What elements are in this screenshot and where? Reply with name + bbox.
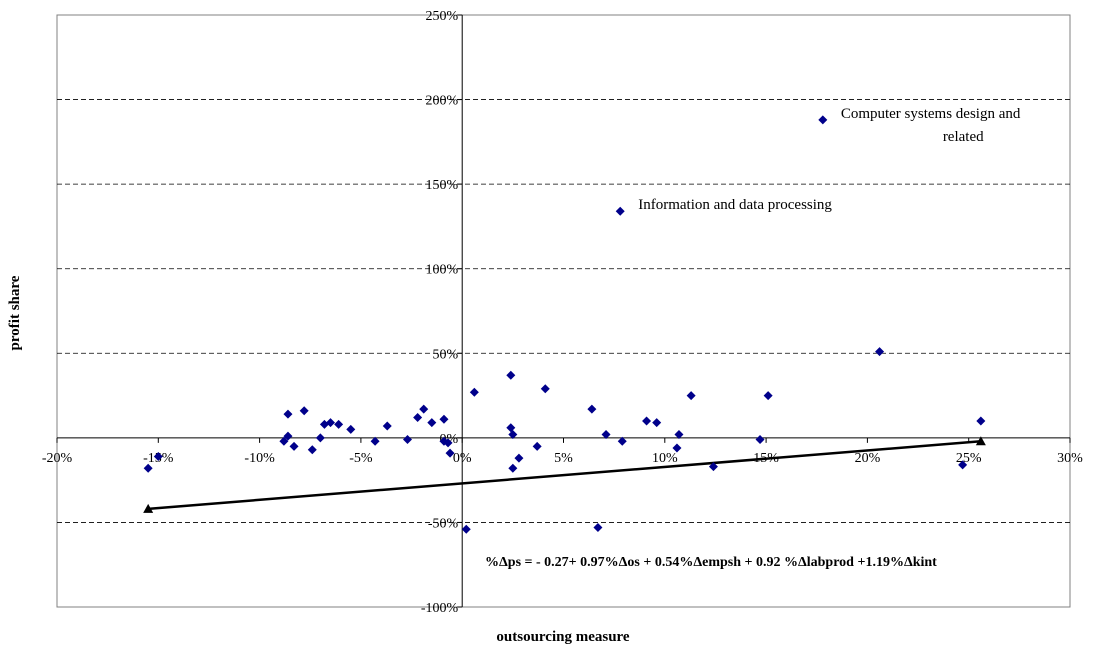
x-axis-title: outsourcing measure	[496, 629, 630, 645]
data-point	[593, 523, 603, 533]
x-tick-label: -5%	[349, 451, 373, 466]
y-tick-label: -100%	[421, 601, 459, 616]
data-point	[508, 429, 518, 439]
x-tick-label: 0%	[453, 451, 472, 466]
trendline-endpoint	[143, 503, 154, 513]
data-point	[326, 418, 336, 428]
plot-area	[56, 14, 1071, 608]
data-point	[601, 429, 611, 439]
data-point	[402, 435, 412, 445]
data-point	[299, 406, 309, 416]
x-tick-label: -20%	[42, 451, 73, 466]
point-annotation-label: related	[943, 129, 984, 145]
data-point	[506, 370, 516, 380]
data-point	[382, 421, 392, 431]
data-point	[283, 409, 293, 419]
data-point	[763, 391, 773, 401]
data-point	[514, 453, 524, 463]
x-tick-label: 5%	[554, 451, 573, 466]
y-tick-labels: -100%-50%0%50%100%150%200%250%	[421, 9, 459, 616]
data-point	[818, 115, 828, 125]
data-point	[958, 460, 968, 470]
data-point	[439, 436, 449, 446]
trendline-segment	[148, 439, 981, 511]
data-point	[370, 436, 380, 446]
data-point	[307, 445, 317, 455]
y-axis-title: profit share	[7, 275, 23, 350]
data-point	[469, 387, 479, 397]
data-point	[334, 419, 344, 429]
y-tick-label: -50%	[428, 516, 459, 531]
data-point	[755, 435, 765, 445]
data-point	[708, 462, 718, 472]
y-tick-label: 250%	[426, 9, 459, 24]
data-point	[642, 416, 652, 426]
x-tick-label: 20%	[855, 451, 881, 466]
data-point	[508, 463, 518, 473]
gridlines	[57, 99, 1070, 523]
data-point	[346, 424, 356, 434]
point-annotation-label: Information and data processing	[638, 197, 832, 213]
point-annotations: Computer systems design and related Inform…	[638, 106, 1021, 213]
data-point	[439, 414, 449, 424]
data-point	[506, 423, 516, 433]
data-point	[279, 436, 289, 446]
data-point	[652, 418, 662, 428]
y-tick-label: 100%	[426, 263, 459, 278]
data-point	[445, 448, 455, 458]
equation-text: %Δps = - 0.27+ 0.97%Δos + 0.54%Δempsh + …	[485, 555, 937, 570]
data-point	[617, 436, 627, 446]
data-point	[419, 404, 429, 414]
data-point	[283, 431, 293, 441]
data-point	[427, 418, 437, 428]
data-point	[686, 391, 696, 401]
data-point	[672, 443, 682, 453]
data-point	[289, 441, 299, 451]
x-tick-label: -10%	[244, 451, 275, 466]
data-point	[875, 347, 885, 357]
trendline	[143, 436, 986, 513]
data-point	[615, 206, 625, 216]
trendline-endpoint	[975, 436, 986, 446]
data-point	[976, 416, 986, 426]
data-point	[540, 384, 550, 394]
data-point	[461, 524, 471, 534]
point-annotation-label: Computer systems design and	[841, 106, 1021, 122]
data-point	[315, 433, 325, 443]
y-tick-label: 150%	[426, 178, 459, 193]
x-tick-label: 30%	[1057, 451, 1083, 466]
data-point	[153, 451, 163, 461]
data-point	[587, 404, 597, 414]
y-tick-label: 200%	[426, 94, 459, 109]
data-points	[143, 115, 986, 534]
y-tick-label: 50%	[433, 347, 459, 362]
data-point	[143, 463, 153, 473]
x-tick-label: 10%	[652, 451, 678, 466]
data-point	[674, 429, 684, 439]
data-point	[532, 441, 542, 451]
data-point	[413, 413, 423, 423]
axes	[56, 14, 1071, 608]
